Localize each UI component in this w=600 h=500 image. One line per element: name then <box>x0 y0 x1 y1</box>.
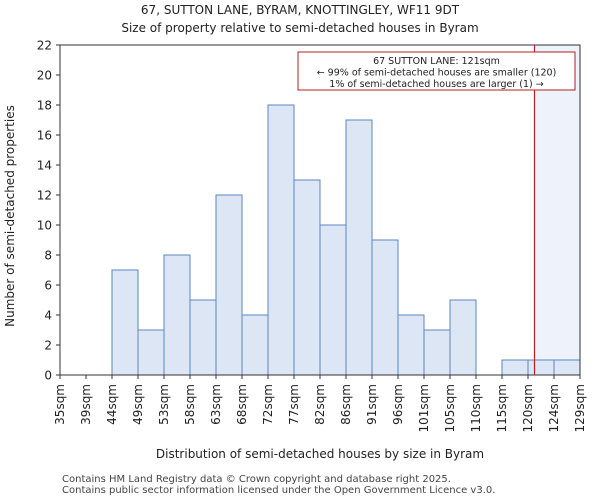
y-tick-label: 22 <box>37 39 52 53</box>
y-tick-label: 12 <box>37 189 52 203</box>
x-axis-label: Distribution of semi-detached houses by … <box>156 447 484 461</box>
annotation-line-1: 67 SUTTON LANE: 121sqm <box>373 56 500 67</box>
x-tick-label: 129sqm <box>573 384 587 432</box>
histogram-bar <box>501 359 529 376</box>
footer-copyright: Contains HM Land Registry data © Crown c… <box>62 474 451 485</box>
histogram-bar <box>423 329 451 376</box>
x-tick-label: 68sqm <box>235 384 249 425</box>
histogram-bar <box>293 179 321 376</box>
x-tick-label: 105sqm <box>443 384 457 432</box>
y-tick-label: 14 <box>37 159 52 173</box>
histogram-bar <box>397 314 425 376</box>
x-tick-label: 101sqm <box>417 384 431 432</box>
larger-region-shade <box>534 45 580 375</box>
x-tick-label: 39sqm <box>79 384 93 425</box>
x-tick-label: 77sqm <box>287 384 301 425</box>
x-tick-label: 86sqm <box>339 384 353 425</box>
y-tick-label: 4 <box>44 309 52 323</box>
histogram-bar <box>371 239 399 376</box>
x-tick-label: 58sqm <box>183 384 197 425</box>
x-tick-label: 91sqm <box>365 384 379 425</box>
annotation-box <box>297 51 576 91</box>
histogram-bar <box>241 314 269 376</box>
histogram-bar <box>345 119 373 376</box>
histogram-bar <box>319 224 347 376</box>
x-tick-label: 115sqm <box>495 384 509 432</box>
footer-licence: Contains public sector information licen… <box>62 485 496 496</box>
histogram-bar <box>449 299 477 376</box>
x-tick-label: 49sqm <box>131 384 145 425</box>
y-tick-label: 8 <box>44 249 52 263</box>
y-tick-label: 16 <box>37 129 52 143</box>
chart-title: Size of property relative to semi-detach… <box>121 21 479 35</box>
annotation-line-3: 1% of semi-detached houses are larger (1… <box>329 79 543 90</box>
histogram-bar <box>215 194 243 376</box>
y-axis-label: Number of semi-detached properties <box>3 105 17 327</box>
histogram-bar <box>111 269 139 376</box>
histogram-bar <box>137 329 165 376</box>
y-tick-label: 10 <box>37 219 52 233</box>
x-tick-label: 35sqm <box>53 384 67 425</box>
x-tick-label: 96sqm <box>391 384 405 425</box>
x-tick-label: 124sqm <box>547 384 561 432</box>
x-tick-label: 82sqm <box>313 384 327 425</box>
x-tick-label: 72sqm <box>261 384 275 425</box>
histogram-bar <box>553 359 581 376</box>
y-tick-label: 6 <box>44 279 52 293</box>
histogram-bar <box>163 254 191 376</box>
chart-title-address: 67, SUTTON LANE, BYRAM, KNOTTINGLEY, WF1… <box>140 3 460 17</box>
x-tick-label: 53sqm <box>157 384 171 425</box>
x-tick-label: 110sqm <box>469 384 483 432</box>
histogram-bar <box>189 299 217 376</box>
annotation-line-2: ← 99% of semi-detached houses are smalle… <box>317 68 557 79</box>
y-tick-label: 2 <box>44 339 52 353</box>
x-tick-label: 63sqm <box>209 384 223 425</box>
y-tick-label: 0 <box>44 369 52 383</box>
y-tick-label: 20 <box>37 69 52 83</box>
x-tick-label: 120sqm <box>521 384 535 432</box>
y-tick-label: 18 <box>37 99 52 113</box>
histogram-bar <box>527 359 555 376</box>
x-tick-label: 44sqm <box>105 384 119 425</box>
histogram-bar <box>267 104 295 376</box>
